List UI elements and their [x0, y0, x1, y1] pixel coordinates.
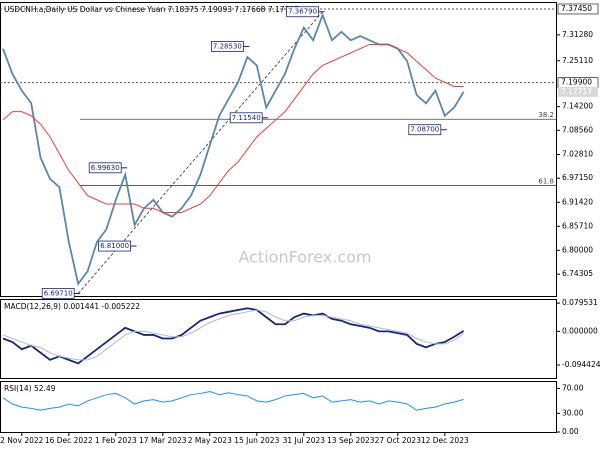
price-tag: [557, 3, 599, 15]
y-tick-label: 7.14200: [562, 102, 593, 111]
y-tick-label: 7.31280: [562, 30, 593, 39]
annotation-box: [98, 240, 131, 252]
x-tick-label: 16 Dec 2022: [45, 436, 93, 445]
y-tick-label: 7.08560: [562, 125, 593, 134]
y-tick-label: -0.094424: [562, 360, 600, 369]
x-tick-label: 12 Dec 2023: [421, 436, 469, 445]
annotation-box: [41, 288, 75, 299]
series-line: [2, 391, 464, 411]
y-tick-label: 7.25110: [562, 56, 593, 65]
y-tick-label: 0.000000: [562, 326, 598, 335]
annotation-box: [286, 6, 320, 18]
annotation-label: 7.11540: [232, 114, 261, 122]
x-tick-label: 17 Mar 2023: [139, 436, 187, 445]
y-tick-label: 0.00: [562, 427, 579, 436]
watermark: ActionForex.com: [238, 248, 371, 267]
annotation-label: 7.08700: [410, 126, 439, 134]
last-price-tag: [558, 86, 598, 97]
annotation-label: 6.69710: [44, 289, 73, 297]
fib-label: 38.2: [538, 111, 554, 119]
annotation-label: 7.36790: [288, 8, 317, 16]
last-price-label: 7.17717: [561, 87, 592, 96]
x-tick-label: 2 Nov 2022: [0, 436, 43, 445]
y-tick-label: 6.97150: [562, 173, 593, 182]
panel-frame: [0, 381, 557, 433]
annotation-box: [408, 124, 442, 136]
annotation-label: 7.28530: [213, 42, 242, 50]
price-tag-label: 7.19900: [561, 78, 592, 87]
annotation-label: 6.81000: [100, 242, 129, 250]
x-tick-label: 1 Feb 2023: [95, 436, 137, 445]
panel-frame: [0, 299, 557, 379]
y-tick-label: 7.02810: [562, 149, 593, 158]
x-tick-label: 15 Jun 2023: [234, 436, 279, 445]
annotation-box: [229, 112, 263, 124]
y-tick-label: 6.85710: [562, 221, 593, 230]
x-tick-label: 31 Jul 2023: [283, 436, 326, 445]
fib-label: 61.8: [538, 178, 554, 186]
x-tick-label: 13 Sep 2023: [327, 436, 375, 445]
annotation-box: [88, 162, 122, 174]
panel-title: RSI(14) 52.49: [4, 384, 56, 393]
annotation-box: [210, 41, 244, 52]
price-tag-label: 7.37450: [561, 4, 592, 13]
series-line: [2, 309, 464, 361]
y-tick-label: 6.91420: [562, 197, 593, 206]
y-tick-label: 70.00: [562, 383, 584, 392]
x-tick-label: 27 Oct 2023: [375, 436, 422, 445]
series-line: [2, 43, 464, 213]
y-tick-label: 6.74305: [562, 269, 593, 278]
annotation-label: 6.99630: [91, 164, 120, 172]
y-tick-label: 30.00: [562, 408, 584, 417]
y-tick-label: 0.079531: [562, 298, 598, 307]
series-line: [2, 307, 465, 365]
y-tick-label: 6.80000: [562, 245, 593, 254]
panel-frame: [0, 2, 557, 297]
x-tick-label: 2 May 2023: [188, 436, 232, 445]
panel-title: USDCNH.a,Daily US Dollar vs Chinese Yuan…: [4, 5, 299, 14]
series-line: [2, 12, 465, 286]
panel-title: MACD(12,26,9) 0.001441 -0.005222: [4, 302, 140, 311]
